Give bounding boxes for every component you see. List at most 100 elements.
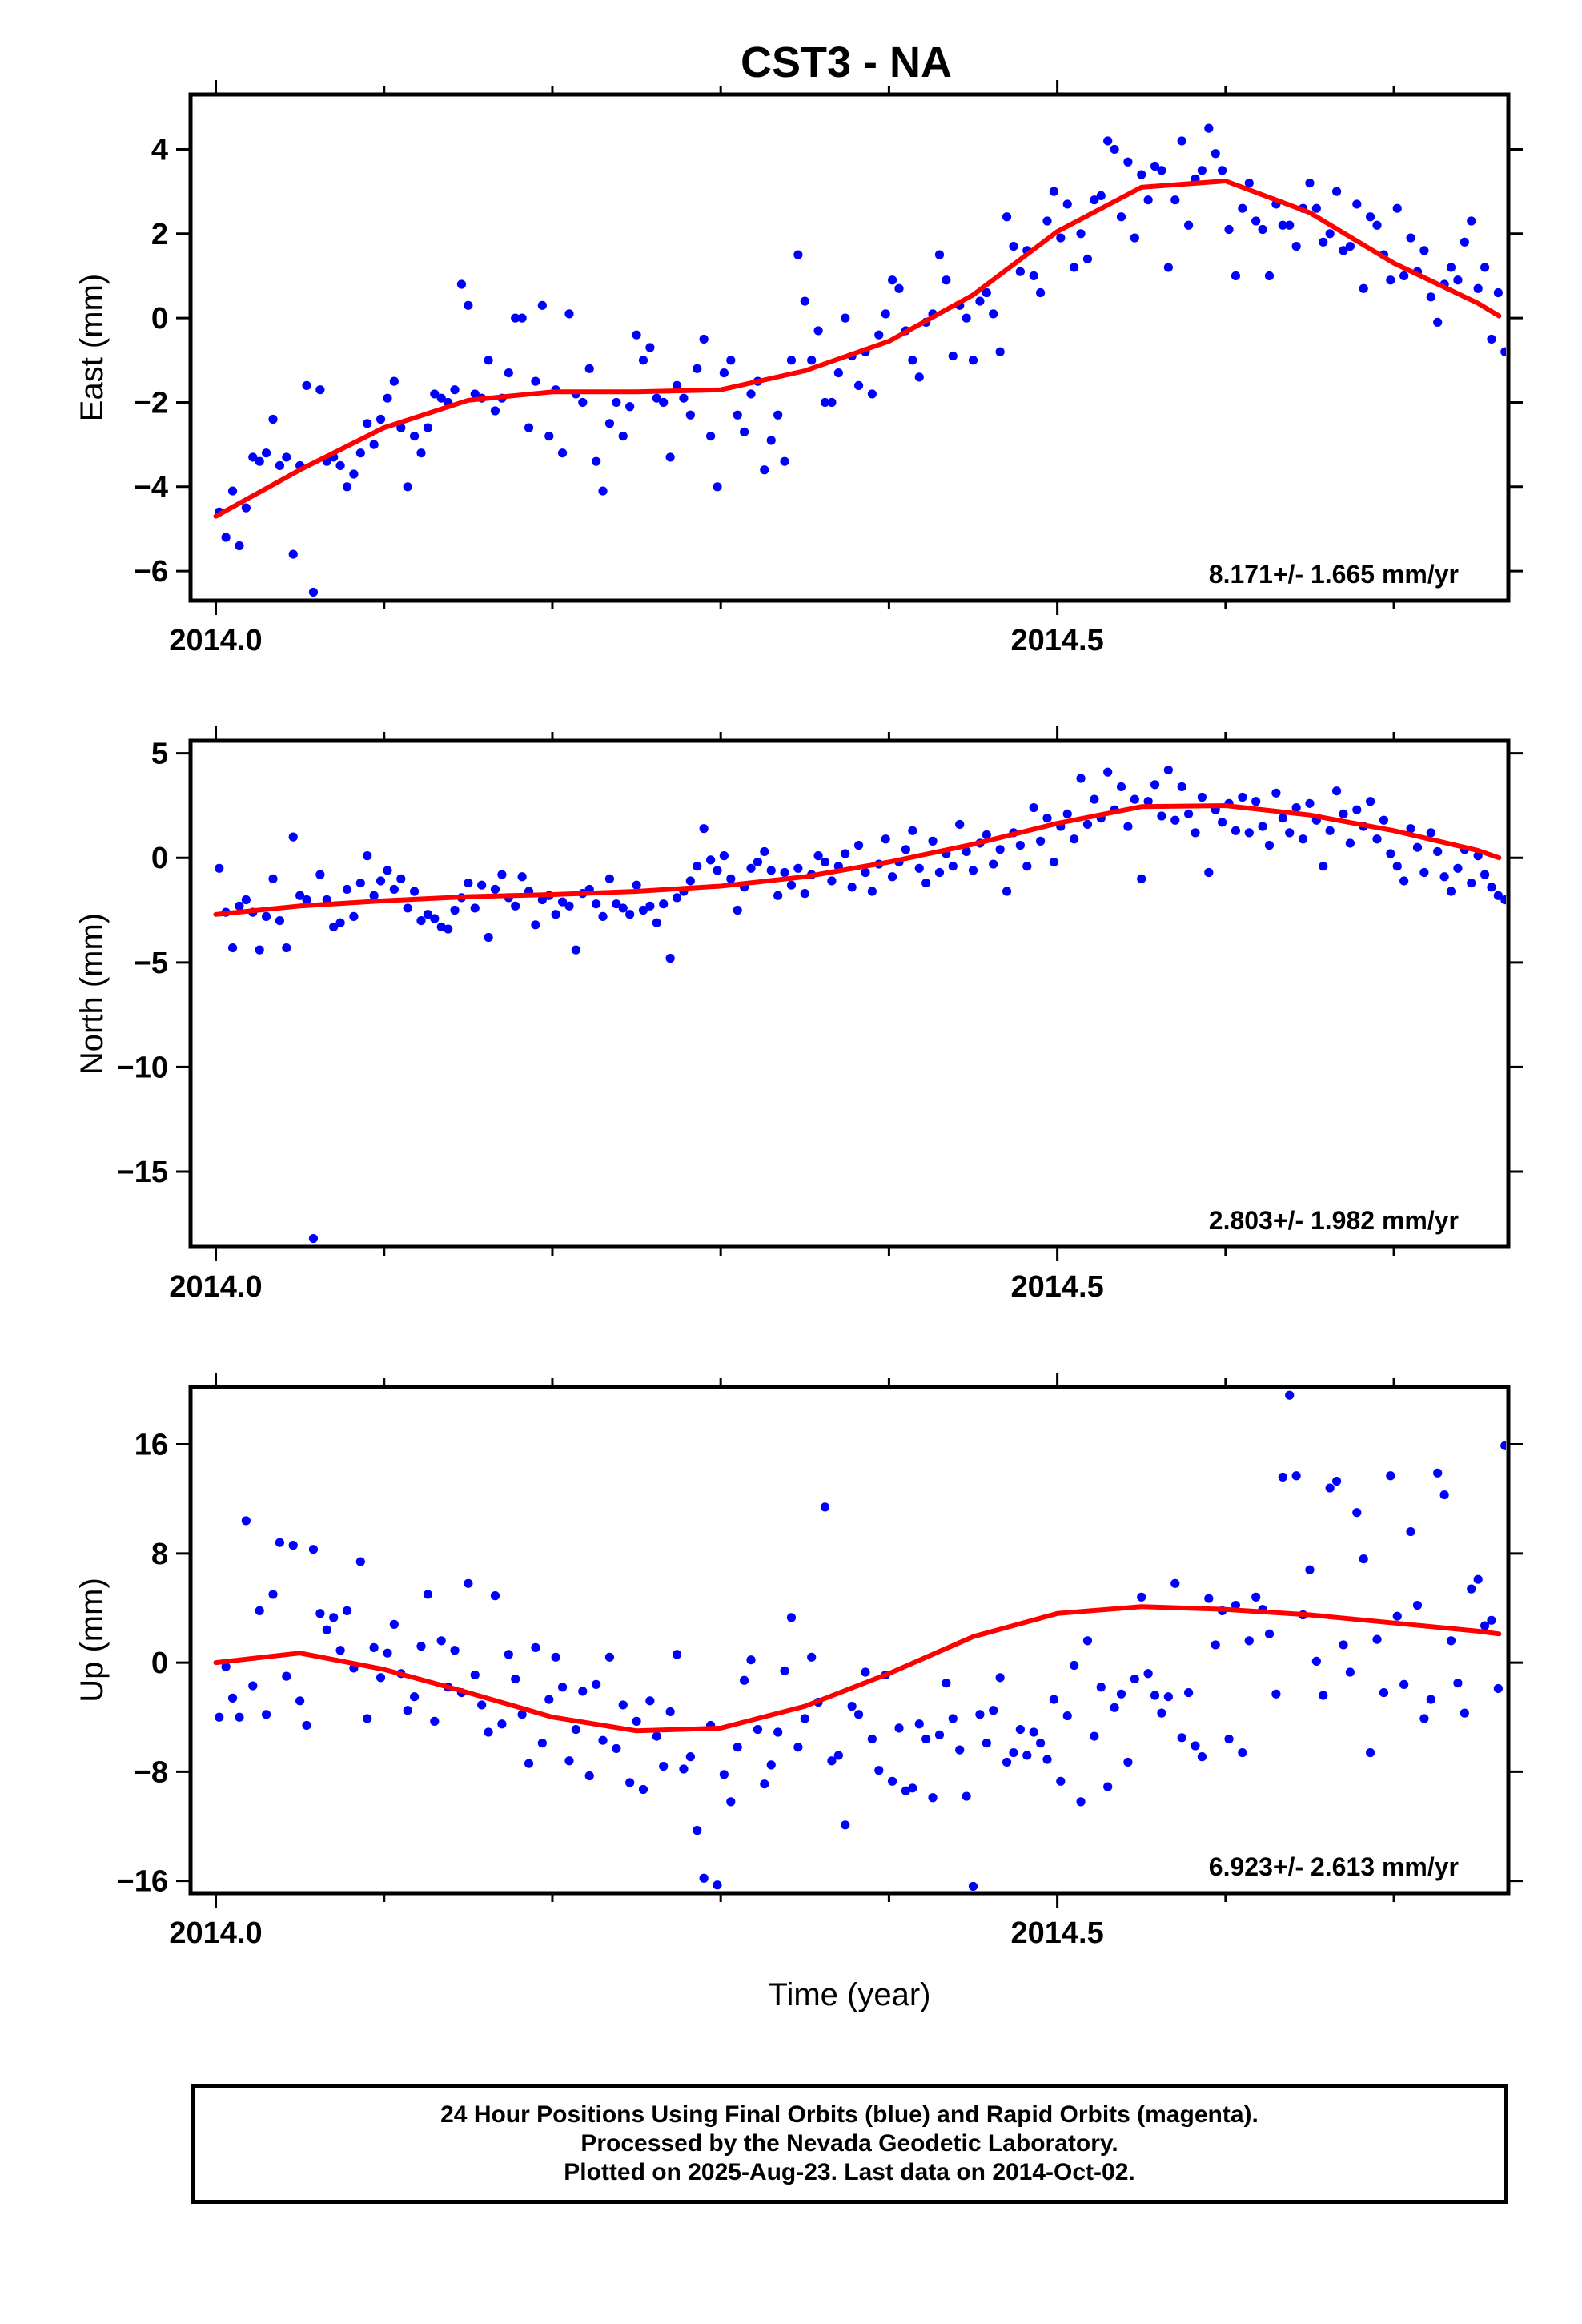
data-point (645, 1696, 655, 1706)
data-point (430, 389, 440, 399)
data-point (968, 866, 978, 875)
data-point (1238, 792, 1247, 802)
data-point (464, 1578, 473, 1588)
data-point (1211, 1640, 1220, 1650)
data-point (1022, 862, 1032, 871)
data-point (962, 313, 971, 323)
data-point (1035, 1739, 1046, 1748)
data-point (241, 1516, 251, 1526)
data-point (1480, 870, 1490, 879)
data-point (813, 326, 823, 336)
data-point (477, 880, 487, 890)
data-point (780, 867, 789, 878)
data-point (1143, 797, 1153, 806)
data-point (853, 840, 864, 850)
data-point (1163, 765, 1173, 775)
data-point (261, 911, 271, 921)
data-point (1150, 780, 1160, 790)
data-point (1366, 212, 1375, 222)
data-point (1096, 1683, 1106, 1692)
data-point (383, 1648, 392, 1658)
rate-label: 6.923+/- 2.613 mm/yr (1209, 1852, 1459, 1881)
data-point (1137, 170, 1146, 179)
data-point (975, 1710, 985, 1719)
data-point (807, 1652, 817, 1662)
data-point (625, 402, 635, 412)
data-point (766, 436, 776, 445)
data-point (578, 1687, 588, 1696)
data-point (349, 469, 359, 479)
data-point (672, 380, 682, 390)
data-point (1197, 1752, 1207, 1762)
data-point (1082, 819, 1093, 830)
data-point (746, 863, 756, 873)
data-point (389, 376, 399, 386)
y-tick-label: 0 (151, 302, 168, 336)
data-point (625, 1778, 635, 1787)
data-point (625, 910, 635, 919)
data-point (995, 845, 1005, 854)
data-point (934, 250, 945, 259)
data-point (1453, 863, 1463, 873)
data-point (1130, 794, 1139, 804)
data-point (1352, 805, 1362, 814)
data-point (464, 878, 473, 888)
data-point (1022, 1751, 1032, 1760)
data-point (1042, 1755, 1052, 1764)
data-point (1386, 849, 1395, 858)
data-point (436, 922, 446, 932)
data-point (618, 903, 628, 913)
data-point (564, 1756, 574, 1766)
data-point (1487, 883, 1496, 892)
data-point (760, 1779, 769, 1789)
data-point (221, 1662, 231, 1671)
data-point (1062, 199, 1072, 209)
data-point (295, 891, 305, 900)
x-tick-label: 2014.5 (1011, 1916, 1104, 1950)
data-point (942, 275, 951, 285)
data-point (1467, 878, 1476, 888)
data-point (1439, 1490, 1449, 1500)
data-point (1244, 1636, 1254, 1646)
data-point (1150, 161, 1160, 171)
data-point (308, 1233, 319, 1244)
data-point (1331, 786, 1342, 796)
data-point (1453, 275, 1463, 285)
data-point (1049, 857, 1059, 867)
data-point (215, 863, 224, 873)
data-point (699, 1873, 709, 1883)
data-point (1439, 872, 1449, 882)
data-point (780, 456, 789, 466)
plot-frame-east (188, 92, 1511, 603)
data-point (275, 915, 285, 926)
data-point (1352, 1508, 1362, 1518)
data-point (793, 250, 803, 259)
data-point (511, 901, 520, 911)
data-point (537, 300, 547, 310)
x-axis-label: Time (year) (769, 1977, 931, 2012)
data-point (1419, 867, 1429, 878)
data-point (1183, 1687, 1194, 1698)
y-tick-label: −8 (134, 1755, 168, 1789)
data-point (659, 397, 669, 408)
data-point (874, 330, 884, 340)
data-point (1345, 242, 1355, 251)
data-point (760, 846, 769, 857)
data-point (484, 356, 493, 365)
data-point (740, 427, 749, 436)
data-point (1345, 1667, 1355, 1677)
data-point (504, 368, 513, 378)
data-point (833, 368, 843, 378)
data-point (1049, 187, 1059, 196)
data-point (672, 1650, 682, 1659)
data-point (1305, 798, 1315, 808)
data-point (235, 901, 244, 911)
data-point (908, 356, 917, 365)
data-point (288, 832, 298, 842)
data-point (968, 1881, 978, 1891)
data-point (1399, 1679, 1409, 1689)
data-point (914, 372, 924, 382)
data-point (1049, 1695, 1059, 1704)
data-point (571, 1724, 580, 1735)
data-point (1116, 782, 1126, 792)
